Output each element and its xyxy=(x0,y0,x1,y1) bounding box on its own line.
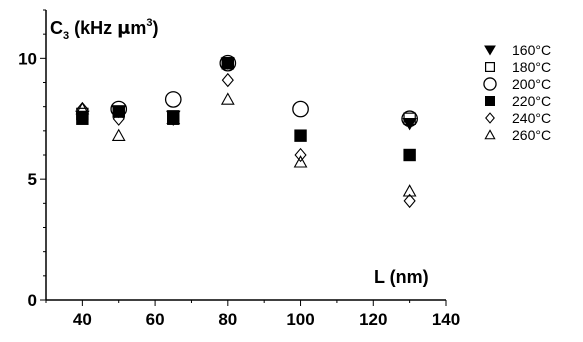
legend-label: 220°C xyxy=(512,93,551,109)
series-4 xyxy=(76,72,416,209)
x-tick-label: 120 xyxy=(359,310,387,329)
legend-marker xyxy=(483,77,497,91)
x-axis-title: L (nm) xyxy=(374,267,429,287)
series-2 xyxy=(110,54,418,128)
x-tick-label: 60 xyxy=(146,310,165,329)
x-tick-label: 80 xyxy=(218,310,237,329)
data-point xyxy=(294,129,307,142)
data-point xyxy=(111,128,126,141)
y-tick-label: 5 xyxy=(28,170,37,189)
y-tick-label: 0 xyxy=(28,291,37,310)
legend-marker xyxy=(485,61,496,72)
y-axis-title: C3 (kHz μm3) xyxy=(50,17,159,42)
legend-marker xyxy=(485,112,495,124)
data-point xyxy=(292,100,309,118)
data-point xyxy=(403,193,416,209)
axes xyxy=(45,10,446,301)
data-point xyxy=(221,72,234,88)
data-point xyxy=(403,112,416,125)
x-tick-label: 40 xyxy=(73,310,92,329)
data-point xyxy=(221,56,235,70)
series-3 xyxy=(76,56,416,162)
legend-label: 260°C xyxy=(512,127,551,143)
data-point xyxy=(112,105,125,118)
ticks: 40 60 80 100 120 140 0 5 10 xyxy=(18,9,460,329)
series-0 xyxy=(75,57,417,131)
data-point xyxy=(294,147,307,163)
data-point xyxy=(167,111,180,126)
legend-label: 200°C xyxy=(512,76,551,92)
data-point xyxy=(76,112,89,125)
legend-marker xyxy=(485,95,496,106)
series-1 xyxy=(76,56,416,125)
data-point xyxy=(403,148,416,162)
x-tick-label: 100 xyxy=(286,310,314,329)
x-tick-label: 140 xyxy=(432,310,460,329)
legend-marker xyxy=(484,45,496,56)
data-point xyxy=(293,155,308,168)
data-point xyxy=(164,91,182,108)
data-point xyxy=(402,184,417,197)
legend-label: 160°C xyxy=(512,42,551,58)
data-point xyxy=(75,102,90,115)
legend-marker xyxy=(484,129,496,140)
legend-label: 240°C xyxy=(512,110,551,126)
data-point xyxy=(219,54,237,72)
data-point xyxy=(166,111,181,125)
series-5 xyxy=(75,92,417,197)
legend-label: 180°C xyxy=(512,59,551,75)
data-point xyxy=(76,101,89,117)
data-point xyxy=(401,110,418,128)
data-point xyxy=(112,111,125,126)
data-point xyxy=(220,92,235,105)
data-marks xyxy=(75,54,418,209)
y-tick-label: 10 xyxy=(18,49,37,68)
